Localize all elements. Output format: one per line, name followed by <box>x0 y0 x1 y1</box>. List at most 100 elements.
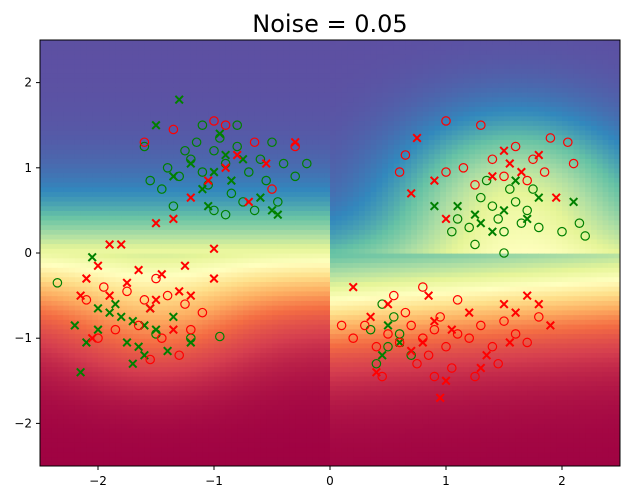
surface-cell <box>248 96 256 103</box>
surface-cell <box>63 399 70 406</box>
surface-cell <box>312 120 319 126</box>
surface-cell <box>179 153 186 159</box>
surface-cell <box>335 210 343 216</box>
surface-cell <box>272 418 279 424</box>
surface-cell <box>127 305 134 311</box>
surface-cell <box>301 338 308 344</box>
surface-cell <box>341 229 348 235</box>
surface-cell <box>103 305 111 311</box>
surface-cell <box>185 229 192 235</box>
surface-cell <box>347 338 354 344</box>
surface-cell <box>179 40 186 46</box>
surface-cell <box>283 461 290 466</box>
surface-cell <box>40 167 47 174</box>
surface-cell <box>40 205 47 211</box>
surface-cell <box>173 333 180 339</box>
surface-cell <box>330 224 337 230</box>
surface-cell <box>144 432 151 439</box>
surface-cell <box>92 58 99 65</box>
surface-cell <box>121 437 128 443</box>
surface-cell <box>51 305 58 311</box>
surface-cell <box>219 404 227 410</box>
surface-cell <box>98 357 105 363</box>
surface-cell <box>225 385 232 391</box>
surface-cell <box>219 324 227 330</box>
surface-cell <box>208 290 215 297</box>
surface-cell <box>341 456 348 462</box>
surface-cell <box>40 229 47 235</box>
surface-cell <box>306 73 314 79</box>
surface-cell <box>69 40 76 46</box>
surface-cell <box>277 447 285 453</box>
surface-cell <box>260 451 267 458</box>
surface-cell <box>272 281 279 287</box>
surface-cell <box>138 385 145 391</box>
surface-cell <box>341 314 348 320</box>
surface-cell <box>121 347 128 353</box>
surface-cell <box>127 451 134 458</box>
surface-cell <box>283 342 290 349</box>
surface-cell <box>132 428 140 434</box>
surface-cell <box>196 120 203 126</box>
surface-cell <box>69 442 76 448</box>
surface-cell <box>231 243 238 249</box>
surface-cell <box>190 219 198 226</box>
surface-cell <box>219 390 227 396</box>
surface-cell <box>341 167 348 174</box>
surface-cell <box>312 40 319 46</box>
surface-cell <box>277 385 285 391</box>
surface-cell <box>138 101 145 107</box>
surface-cell <box>324 314 331 320</box>
surface-cell <box>260 120 267 126</box>
surface-cell <box>219 238 227 245</box>
surface-cell <box>103 404 111 410</box>
surface-cell <box>138 267 145 273</box>
surface-cell <box>260 347 267 353</box>
surface-cell <box>167 461 174 466</box>
surface-cell <box>341 196 348 202</box>
surface-cell <box>51 111 58 117</box>
surface-cell <box>161 82 169 88</box>
surface-cell <box>289 309 296 316</box>
surface-cell <box>341 219 348 226</box>
surface-cell <box>173 191 180 197</box>
surface-cell <box>179 243 186 249</box>
surface-cell <box>40 54 47 60</box>
surface-cell <box>295 390 302 396</box>
surface-cell <box>179 167 186 174</box>
surface-cell <box>185 82 192 88</box>
surface-cell <box>283 276 290 282</box>
surface-cell <box>237 423 244 429</box>
surface-cell <box>324 423 331 429</box>
surface-cell <box>301 40 308 46</box>
surface-cell <box>283 58 290 65</box>
surface-cell <box>231 409 238 415</box>
surface-cell <box>63 148 70 155</box>
surface-cell <box>295 111 302 117</box>
surface-cell <box>330 243 337 249</box>
surface-cell <box>295 328 302 335</box>
surface-cell <box>248 40 256 46</box>
surface-cell <box>295 167 302 174</box>
surface-cell <box>219 73 227 79</box>
surface-cell <box>40 461 47 466</box>
surface-cell <box>138 428 145 434</box>
surface-cell <box>98 428 105 434</box>
surface-cell <box>260 376 267 382</box>
surface-cell <box>254 338 261 344</box>
surface-cell <box>138 49 145 55</box>
surface-cell <box>69 253 76 259</box>
surface-cell <box>103 144 111 150</box>
surface-cell <box>80 200 87 207</box>
surface-cell <box>127 423 134 429</box>
surface-cell <box>196 106 203 112</box>
surface-cell <box>260 300 267 306</box>
surface-cell <box>74 461 82 466</box>
surface-cell <box>347 219 354 226</box>
surface-cell <box>40 295 47 301</box>
surface-cell <box>179 442 186 448</box>
surface-cell <box>301 295 308 301</box>
surface-cell <box>202 295 209 301</box>
surface-cell <box>57 404 64 410</box>
surface-cell <box>103 361 111 368</box>
